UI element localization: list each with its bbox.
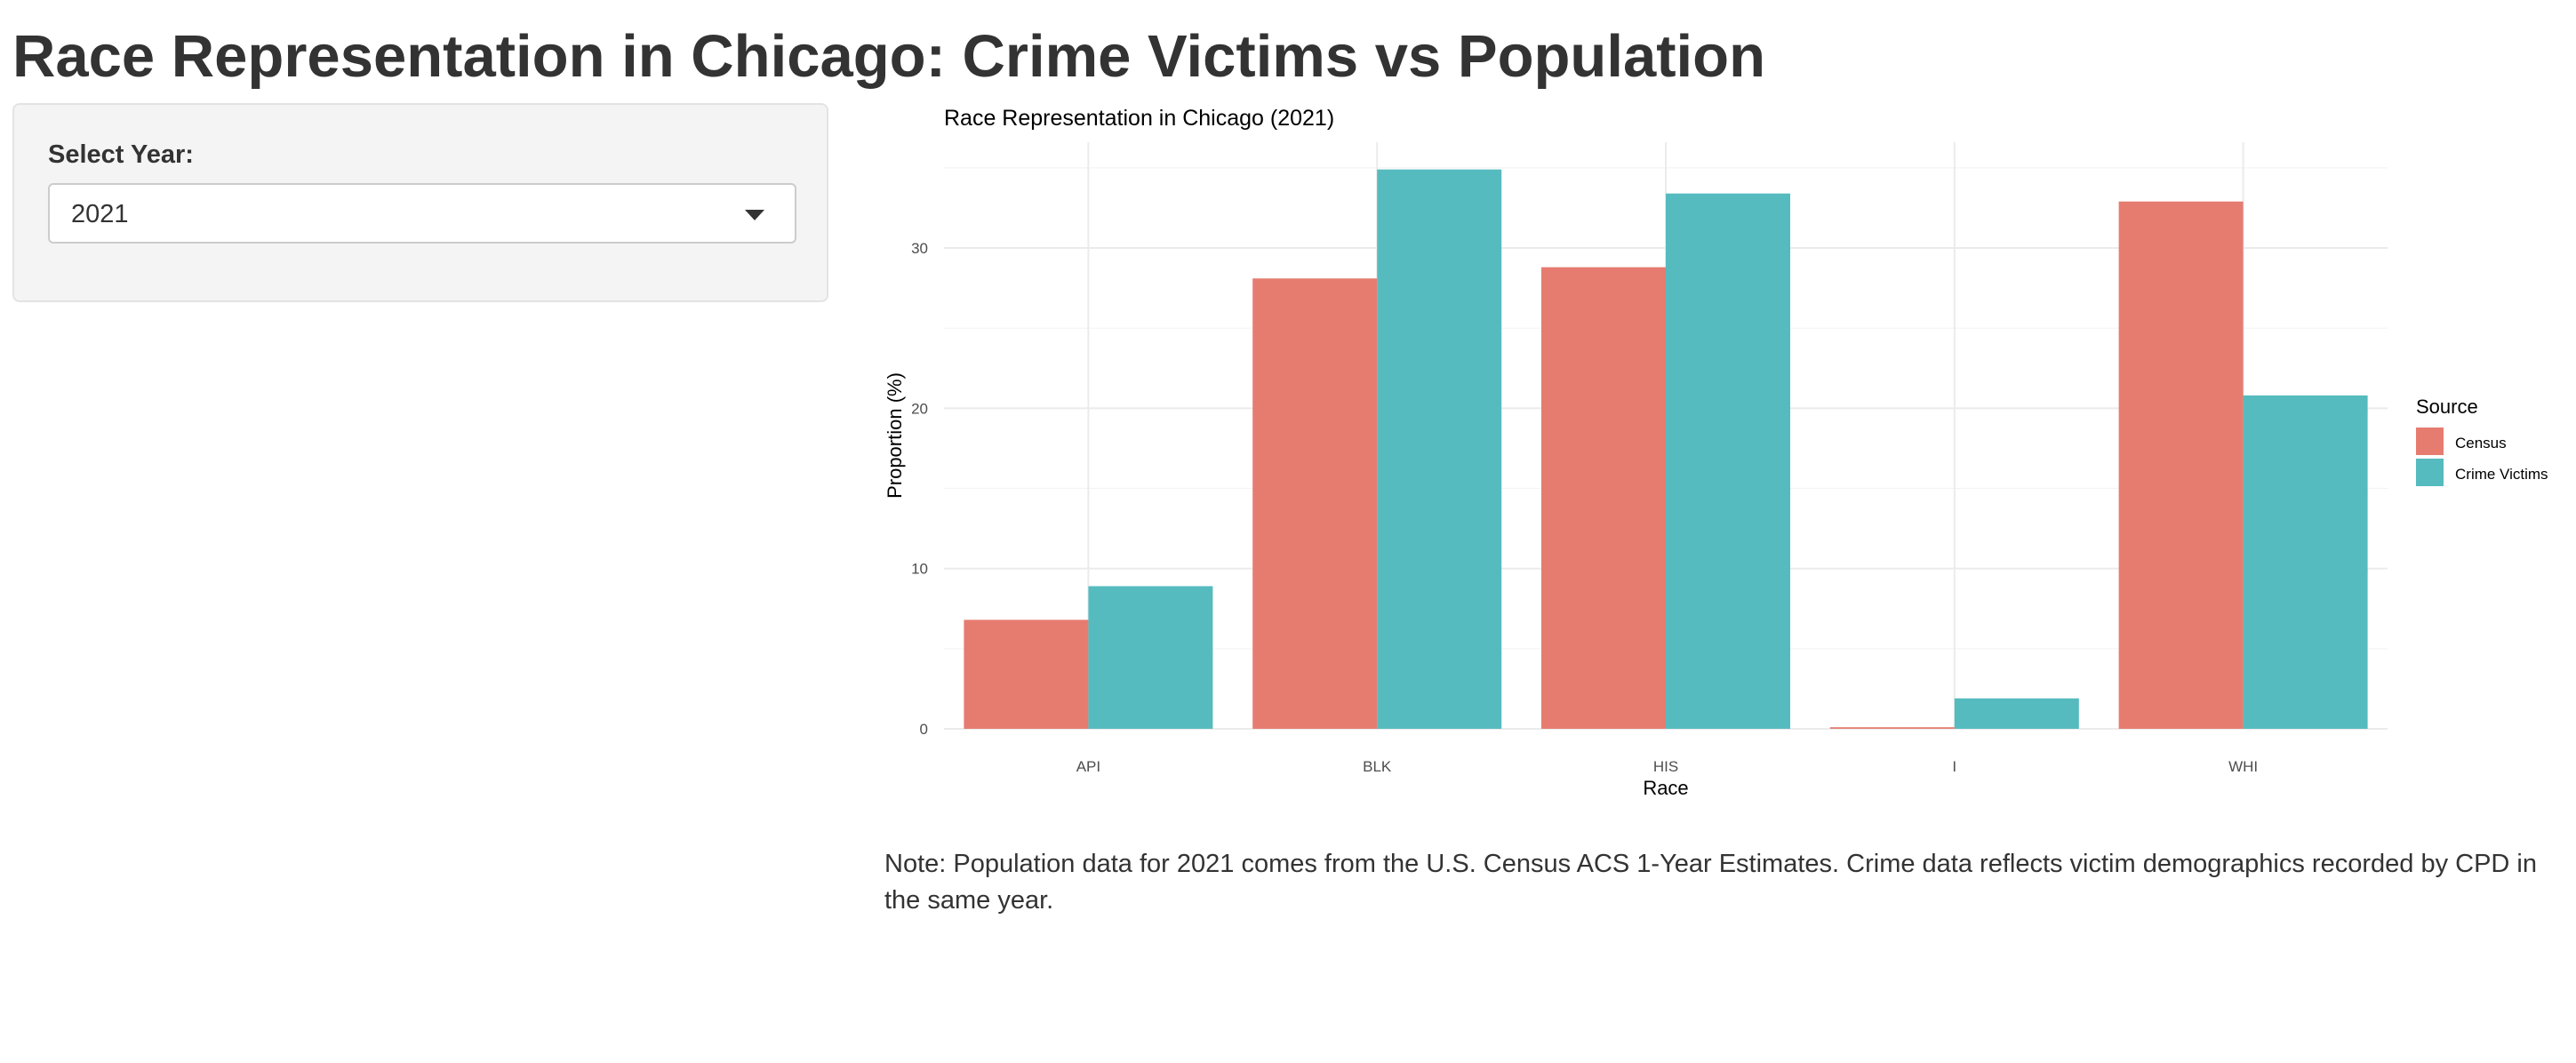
y-tick-label: 10 [911, 561, 928, 578]
bar-crime-victims-whi [2243, 395, 2368, 729]
legend-label: Crime Victims [2455, 466, 2548, 483]
x-tick-label: WHI [2228, 758, 2258, 775]
chart-panel: 0 10 20 30 API BLK HIS I WHI Race Representation … [880, 98, 2569, 818]
bar-census-i [1829, 727, 1955, 729]
bar-census-whi [2118, 201, 2244, 729]
y-tick-label: 30 [911, 240, 928, 257]
y-tick-label: 20 [911, 400, 928, 417]
bar-chart: 0 10 20 30 API BLK HIS I WHI Race Representation … [884, 106, 2548, 799]
bar-crime-victims-blk [1377, 169, 1502, 729]
x-axis-label: Race [1643, 777, 1688, 799]
legend-label: Census [2455, 435, 2507, 452]
caret-down-icon [745, 210, 764, 220]
x-tick-label: I [1952, 758, 1956, 775]
bar-census-blk [1252, 278, 1378, 729]
legend-key-crime-victims [2416, 459, 2444, 486]
x-tick-label: BLK [1363, 758, 1392, 775]
data-source-note: Note: Population data for 2021 comes fro… [884, 850, 2537, 915]
bar-crime-victims-his [1666, 193, 1790, 729]
sidebar-panel: Select Year: 2021 [12, 103, 828, 302]
y-axis-label: Proportion (%) [884, 372, 906, 499]
bar-crime-victims-i [1954, 698, 2079, 729]
bar-census-api [964, 619, 1089, 729]
page-title: Race Representation in Chicago: Crime Vi… [12, 23, 1766, 90]
year-select-value: 2021 [71, 200, 129, 228]
y-tick-label: 0 [920, 721, 928, 738]
year-select-label: Select Year: [48, 140, 194, 169]
legend-key-census [2416, 428, 2444, 455]
x-tick-label: HIS [1653, 758, 1678, 775]
year-select-dropdown[interactable]: 2021 [48, 183, 796, 244]
bar-census-his [1541, 267, 1666, 729]
bar-crime-victims-api [1088, 586, 1213, 729]
legend-title: Source [2416, 396, 2478, 418]
x-tick-label: API [1076, 758, 1100, 775]
chart-title: Race Representation in Chicago (2021) [944, 106, 1334, 131]
